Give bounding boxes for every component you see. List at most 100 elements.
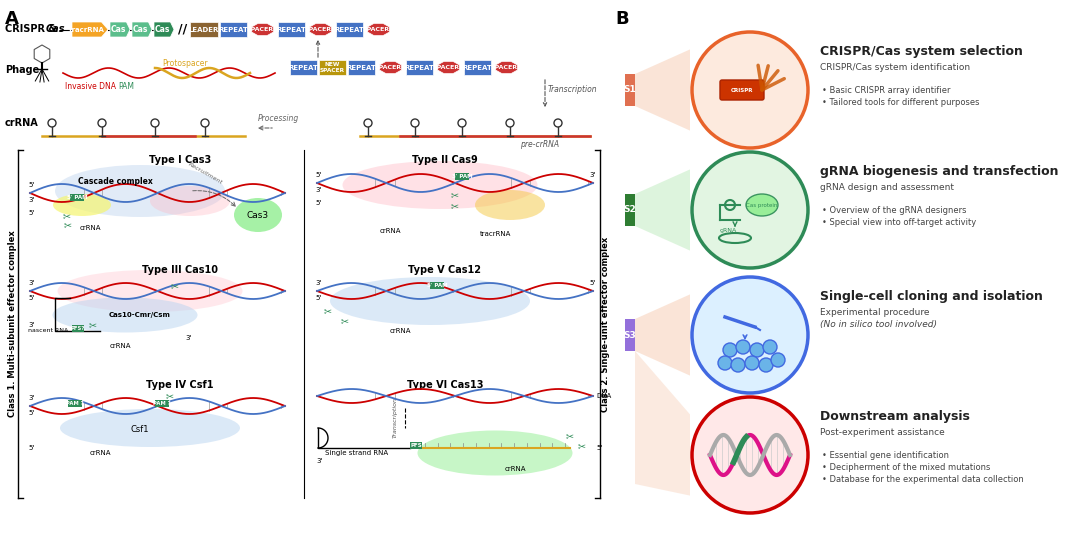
Text: B: B xyxy=(615,10,629,28)
Text: SPACER2: SPACER2 xyxy=(305,27,336,32)
Text: 3': 3' xyxy=(185,335,191,341)
Ellipse shape xyxy=(475,190,545,220)
Text: //: // xyxy=(178,23,188,36)
Polygon shape xyxy=(155,22,174,37)
FancyBboxPatch shape xyxy=(410,442,422,449)
Text: Phage: Phage xyxy=(5,65,40,75)
Text: SPACER3: SPACER3 xyxy=(363,27,394,32)
Text: REPEAT: REPEAT xyxy=(347,64,377,70)
FancyBboxPatch shape xyxy=(624,194,635,226)
Polygon shape xyxy=(635,169,690,251)
Text: • Overview of the gRNA designers: • Overview of the gRNA designers xyxy=(822,206,967,215)
Text: Type VI Cas13: Type VI Cas13 xyxy=(407,380,483,390)
Text: crRNA: crRNA xyxy=(89,450,111,456)
Text: tracrRNA: tracrRNA xyxy=(69,27,105,33)
Polygon shape xyxy=(496,61,517,74)
Text: gRNA: gRNA xyxy=(720,228,737,233)
FancyBboxPatch shape xyxy=(624,319,635,351)
Circle shape xyxy=(723,343,737,357)
Text: 5': 5' xyxy=(590,280,596,286)
Ellipse shape xyxy=(150,186,230,216)
Text: ✂: ✂ xyxy=(341,316,349,326)
Text: ✂: ✂ xyxy=(578,441,586,451)
Polygon shape xyxy=(380,61,401,74)
Circle shape xyxy=(745,356,759,370)
Text: Single strand RNA: Single strand RNA xyxy=(325,450,388,456)
FancyBboxPatch shape xyxy=(430,282,444,289)
Polygon shape xyxy=(635,49,690,130)
Text: Processing: Processing xyxy=(258,114,299,123)
Text: REPEAT: REPEAT xyxy=(462,64,493,70)
FancyBboxPatch shape xyxy=(720,80,764,100)
Text: 5': 5' xyxy=(28,182,34,188)
Text: ✂: ✂ xyxy=(89,320,97,330)
Text: NEW
SPACER: NEW SPACER xyxy=(320,62,346,73)
Text: Cas10-Cmr/Csm: Cas10-Cmr/Csm xyxy=(109,312,171,318)
Text: REPEAT: REPEAT xyxy=(405,64,435,70)
Text: CRISPR: CRISPR xyxy=(731,87,753,92)
Text: Downstream analysis: Downstream analysis xyxy=(820,410,970,423)
Ellipse shape xyxy=(58,270,242,312)
Text: CRISPR/Cas system identification: CRISPR/Cas system identification xyxy=(820,63,970,72)
Text: 3': 3' xyxy=(590,172,596,178)
Circle shape xyxy=(731,358,745,372)
Text: ✂: ✂ xyxy=(451,190,459,200)
Text: S3: S3 xyxy=(623,330,636,340)
Text: DNA: DNA xyxy=(596,393,612,399)
Text: 5': 5' xyxy=(28,210,34,216)
Ellipse shape xyxy=(234,198,282,232)
FancyBboxPatch shape xyxy=(406,60,433,75)
Text: REPEAT: REPEAT xyxy=(219,27,249,33)
FancyBboxPatch shape xyxy=(68,400,82,407)
FancyBboxPatch shape xyxy=(278,22,305,37)
Text: 3': 3' xyxy=(317,458,323,464)
Text: pre-crRNA: pre-crRNA xyxy=(520,140,559,149)
Polygon shape xyxy=(368,23,389,35)
Polygon shape xyxy=(309,23,332,35)
Text: S1: S1 xyxy=(623,86,636,94)
Text: SPACER1: SPACER1 xyxy=(247,27,278,32)
Ellipse shape xyxy=(746,194,778,216)
Text: REPEAT: REPEAT xyxy=(289,64,319,70)
Text: Experimental procedure: Experimental procedure xyxy=(820,308,929,317)
FancyBboxPatch shape xyxy=(72,325,84,332)
Text: LEADER: LEADER xyxy=(189,27,219,33)
Text: • Basic CRISPR array identifier: • Basic CRISPR array identifier xyxy=(822,86,951,95)
Text: 5' PAM: 5' PAM xyxy=(67,195,87,200)
Text: gRNA design and assessment: gRNA design and assessment xyxy=(820,183,954,192)
Text: 5': 5' xyxy=(596,445,602,451)
Text: A: A xyxy=(5,10,19,28)
Text: nascent RNA: nascent RNA xyxy=(28,329,69,334)
Text: 3': 3' xyxy=(28,280,34,286)
Text: Cas3: Cas3 xyxy=(247,211,269,219)
Circle shape xyxy=(759,358,773,372)
Text: PFS: PFS xyxy=(410,443,422,448)
FancyBboxPatch shape xyxy=(348,60,374,75)
FancyBboxPatch shape xyxy=(624,74,635,106)
Text: crRNA: crRNA xyxy=(109,343,131,349)
Polygon shape xyxy=(635,294,690,376)
Text: Single-cell cloning and isolation: Single-cell cloning and isolation xyxy=(820,290,1043,303)
Text: Protospacer: Protospacer xyxy=(162,59,207,68)
Ellipse shape xyxy=(342,161,538,209)
FancyBboxPatch shape xyxy=(70,194,84,201)
Text: • Special view into off-target activity: • Special view into off-target activity xyxy=(822,218,976,227)
Text: crRNA: crRNA xyxy=(5,118,39,128)
Polygon shape xyxy=(438,61,459,74)
Text: tracrRNA: tracrRNA xyxy=(480,231,512,237)
Text: 3' PAM: 3' PAM xyxy=(452,174,472,179)
Text: ✂: ✂ xyxy=(64,220,72,230)
FancyBboxPatch shape xyxy=(464,60,491,75)
Text: (No in silico tool involved): (No in silico tool involved) xyxy=(820,320,937,329)
Text: Type III Cas10: Type III Cas10 xyxy=(142,265,218,275)
Text: Invasive DNA: Invasive DNA xyxy=(65,82,116,91)
Text: Recruitment: Recruitment xyxy=(187,161,223,185)
FancyBboxPatch shape xyxy=(155,400,170,407)
Circle shape xyxy=(692,277,808,393)
Text: crRNA: crRNA xyxy=(504,466,526,472)
Text: Transcription: Transcription xyxy=(393,397,398,438)
Text: Type V Cas12: Type V Cas12 xyxy=(409,265,482,275)
FancyBboxPatch shape xyxy=(290,60,317,75)
Polygon shape xyxy=(111,22,130,37)
Text: 3': 3' xyxy=(315,280,322,286)
